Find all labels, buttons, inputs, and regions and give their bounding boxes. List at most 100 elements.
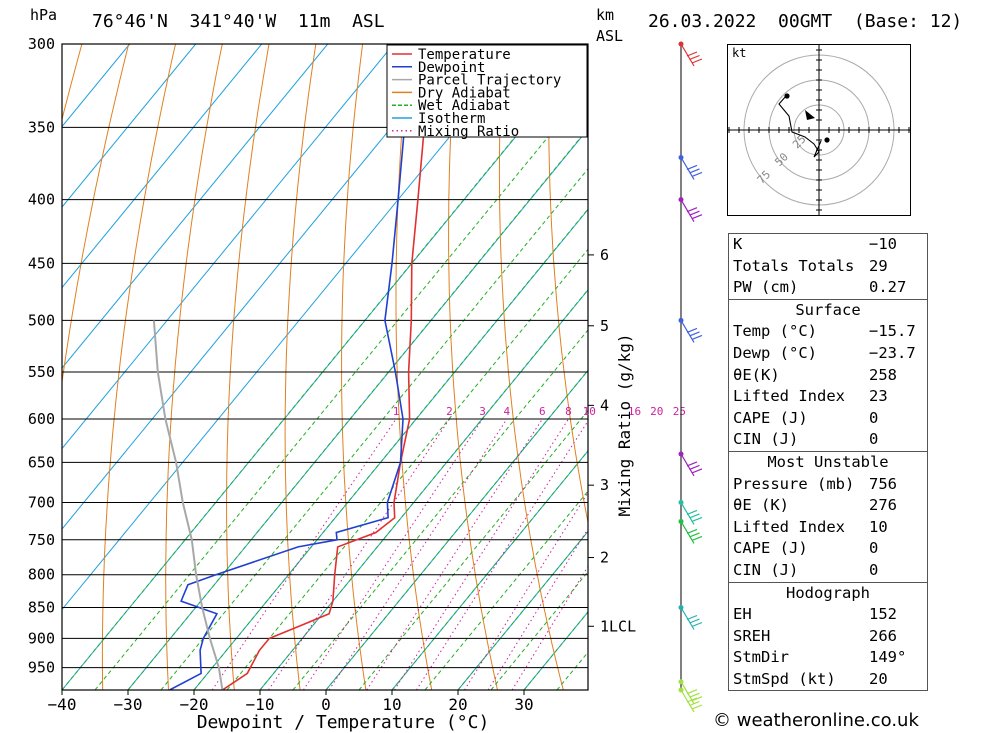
wind-barb-feather xyxy=(689,692,700,698)
index-row: CIN (J) 0 xyxy=(729,560,927,582)
index-value: 23 xyxy=(869,387,888,406)
wind-barb-column xyxy=(678,41,703,713)
pressure-tick-label: 450 xyxy=(28,254,55,272)
wet-adiabat-line xyxy=(226,248,588,690)
index-label: PW (cm) xyxy=(733,278,799,297)
dry-adiabat-line xyxy=(165,44,223,690)
index-row: StmSpd (kt) 20 xyxy=(729,669,927,691)
wind-barb-feather xyxy=(691,696,703,702)
wind-barb-feather xyxy=(689,532,700,538)
pressure-tick-label: 850 xyxy=(28,599,55,617)
isotherm-line xyxy=(62,44,197,208)
index-row: Lifted Index 23 xyxy=(729,386,927,408)
pressure-unit-label: hPa xyxy=(30,6,58,24)
pressure-tick-label: 700 xyxy=(28,493,55,511)
index-label: Lifted Index xyxy=(733,517,845,536)
sounding-profiles xyxy=(152,44,441,690)
isotherm-line xyxy=(259,289,588,690)
wind-barb xyxy=(680,453,703,477)
x-axis-label: Dewpoint / Temperature (°C) xyxy=(197,712,490,733)
km-tick-label: 4 xyxy=(600,396,609,414)
index-row: CIN (J) 0 xyxy=(729,429,927,451)
index-row: EH 152 xyxy=(729,604,927,626)
x-tick-label: 0 xyxy=(321,695,331,714)
km-tick-label: 5 xyxy=(600,317,609,335)
index-value: 29 xyxy=(869,256,888,275)
wind-barb-feather xyxy=(691,171,703,178)
dry-adiabat-line xyxy=(924,44,1000,690)
index-label: StmSpd (kt) xyxy=(733,669,836,688)
dry-adiabat-line xyxy=(341,44,367,690)
legend-label: Mixing Ratio xyxy=(418,124,519,140)
wind-barb-shaft xyxy=(680,453,695,477)
index-label: Dewp (°C) xyxy=(733,343,817,362)
mixing-ratio-label: 6 xyxy=(539,405,546,418)
pressure-tick-label: 750 xyxy=(28,531,55,549)
hodograph-unit: kt xyxy=(732,46,746,60)
wind-barb-feather xyxy=(686,461,698,467)
x-tick-label: 10 xyxy=(382,695,401,714)
wind-barb xyxy=(680,199,703,222)
index-row: PW (cm) 0.27 xyxy=(729,277,927,299)
wind-barb-shaft xyxy=(680,502,695,525)
index-label: Totals Totals xyxy=(733,256,855,275)
axis-labels: 3003504004505005506006507007508008509009… xyxy=(28,35,534,714)
wet-adiabat-line xyxy=(94,87,588,690)
pressure-tick-label: 400 xyxy=(28,191,55,209)
isotherm-line xyxy=(391,450,588,690)
mixing-ratio-labels: 1 2 3 4 6 8 10 16 20 25 xyxy=(393,405,686,418)
hodograph-trace xyxy=(778,95,822,158)
mixing-ratio-line xyxy=(511,565,588,690)
index-value: 152 xyxy=(869,605,897,624)
wind-barb-feather xyxy=(689,464,700,471)
index-row: Lifted Index 10 xyxy=(729,517,927,539)
mixing-ratio-label: 20 xyxy=(650,405,663,418)
wind-barb-feather xyxy=(689,513,700,519)
wet-adiabat-line xyxy=(358,409,588,690)
datetime-title: 26.03.2022 00GMT (Base: 12) xyxy=(648,11,963,32)
wind-barb-feather xyxy=(691,468,703,474)
wind-barb xyxy=(680,521,703,544)
legend-label: Isotherm xyxy=(418,111,485,127)
parcel-trajectory-line xyxy=(152,320,224,690)
hodograph-params-title: Hodograph xyxy=(786,583,870,602)
mixing-ratio-line xyxy=(393,418,569,690)
pressure-tick-label: 600 xyxy=(28,410,55,428)
km-tick-label: 2 xyxy=(600,549,609,567)
index-row: θE(K) 258 xyxy=(729,365,927,387)
wind-barb-feather xyxy=(686,614,698,621)
index-label: Temp (°C) xyxy=(733,322,817,341)
index-label: CIN (J) xyxy=(733,560,799,579)
wind-barb-feather xyxy=(689,700,700,707)
temperature-line xyxy=(221,44,441,690)
mixing-ratio-line xyxy=(328,418,508,690)
index-row: θE (K) 276 xyxy=(729,495,927,517)
surface-title: Surface xyxy=(795,300,861,319)
dry-adiabat-line xyxy=(226,44,270,690)
km-tick-label: 3 xyxy=(600,476,609,494)
mixing-ratio-line xyxy=(211,418,397,690)
wet-adiabat-line xyxy=(490,570,588,690)
index-value: 0 xyxy=(869,539,879,558)
wind-barb-shaft xyxy=(680,521,695,544)
wind-barb-feather xyxy=(691,334,703,340)
pressure-tick-label: 900 xyxy=(28,629,55,647)
wind-barb xyxy=(680,43,703,67)
isotherm-line xyxy=(62,44,131,128)
mixing-ratio-line xyxy=(415,420,588,690)
index-value: 0 xyxy=(869,560,879,579)
wind-barb-feather xyxy=(686,509,698,516)
mixing-ratio-label: 10 xyxy=(583,405,596,418)
km-unit-label: km xyxy=(596,6,615,24)
isotherm-line xyxy=(457,530,588,690)
mixing-ratio-axis-label: Mixing Ratio (g/kg) xyxy=(615,333,634,516)
wind-barb xyxy=(680,157,703,180)
plot-frame xyxy=(61,43,589,691)
x-tick-label: −40 xyxy=(48,695,77,714)
wind-barb-feather xyxy=(686,689,698,695)
wind-barb-shaft xyxy=(680,689,695,713)
hodograph-end-dot xyxy=(824,137,830,143)
index-row: CAPE (J) 0 xyxy=(729,408,927,430)
index-value: 0 xyxy=(869,430,879,449)
